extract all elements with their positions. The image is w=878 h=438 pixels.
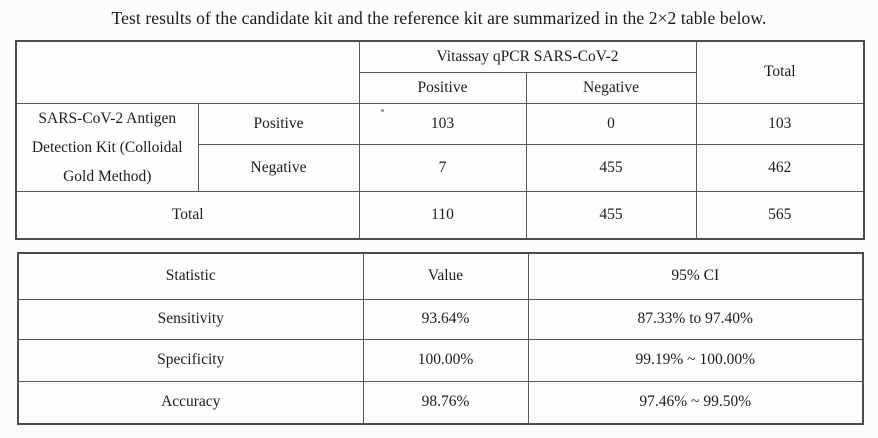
total-row-label: Total <box>15 190 360 240</box>
cell-true-positive: 103 <box>358 102 527 145</box>
accuracy-label: Accuracy <box>17 380 364 425</box>
qpcr-positive-header: Positive <box>358 71 527 104</box>
kit-name-cell: SARS-CoV-2 Antigen Detection Kit (Colloi… <box>15 102 199 192</box>
qpcr-negative-header: Negative <box>525 71 697 104</box>
table-row-sensitivity: Sensitivity 93.64% 87.33% to 97.40% <box>17 298 864 340</box>
ci-header: 95% CI <box>527 252 864 300</box>
contingency-table: Vitassay qPCR SARS-CoV-2 Total Positive … <box>15 40 866 240</box>
specificity-label: Specificity <box>17 338 364 382</box>
total-column-header: Total <box>695 40 865 104</box>
statistics-table: Statistic Value 95% CI Sensitivity 93.64… <box>17 252 864 425</box>
contingency-header-row-2: Positive Negative <box>16 71 864 104</box>
cell-negative-column-total: 455 <box>525 190 697 240</box>
reference-assay-header: Vitassay qPCR SARS-CoV-2 <box>358 40 697 73</box>
accuracy-ci: 97.46% ~ 99.50% <box>527 380 864 425</box>
cell-positive-column-total: 110 <box>358 190 527 240</box>
statistic-header: Statistic <box>17 252 364 300</box>
sensitivity-value: 93.64% <box>362 298 529 340</box>
kit-negative-row-label: Negative <box>197 143 360 192</box>
page-title: Test results of the candidate kit and th… <box>111 8 767 28</box>
table-row-kit-negative: Negative 7 455 462 <box>16 143 865 192</box>
cell-true-negative: 455 <box>525 143 697 192</box>
contingency-header-row-1: Vitassay qPCR SARS-CoV-2 Total <box>15 40 865 104</box>
table-row-accuracy: Accuracy 98.76% 97.46% ~ 99.50% <box>17 380 864 425</box>
sensitivity-ci: 87.33% to 97.40% <box>527 298 864 340</box>
cell-false-negative: 7 <box>358 143 527 192</box>
cell-grand-total: 565 <box>695 190 865 240</box>
accuracy-value: 98.76% <box>362 380 529 425</box>
specificity-value: 100.00% <box>362 338 529 382</box>
kit-positive-row-label: Positive <box>197 102 360 145</box>
corner-blank-cell <box>15 40 360 104</box>
table-row-specificity: Specificity 100.00% 99.19% ~ 100.00% <box>17 338 864 382</box>
scan-speck-artifact <box>381 109 384 112</box>
cell-negative-row-total: 462 <box>695 143 865 192</box>
statistics-header-row: Statistic Value 95% CI <box>17 252 864 300</box>
table-row-totals: Total 110 455 565 <box>15 190 865 240</box>
cell-positive-row-total: 103 <box>695 102 865 145</box>
value-header: Value <box>362 252 529 300</box>
cell-false-positive: 0 <box>525 102 697 145</box>
table-row-kit-positive: SARS-CoV-2 Antigen Detection Kit (Colloi… <box>15 102 865 192</box>
specificity-ci: 99.19% ~ 100.00% <box>527 338 864 382</box>
sensitivity-label: Sensitivity <box>17 298 364 340</box>
